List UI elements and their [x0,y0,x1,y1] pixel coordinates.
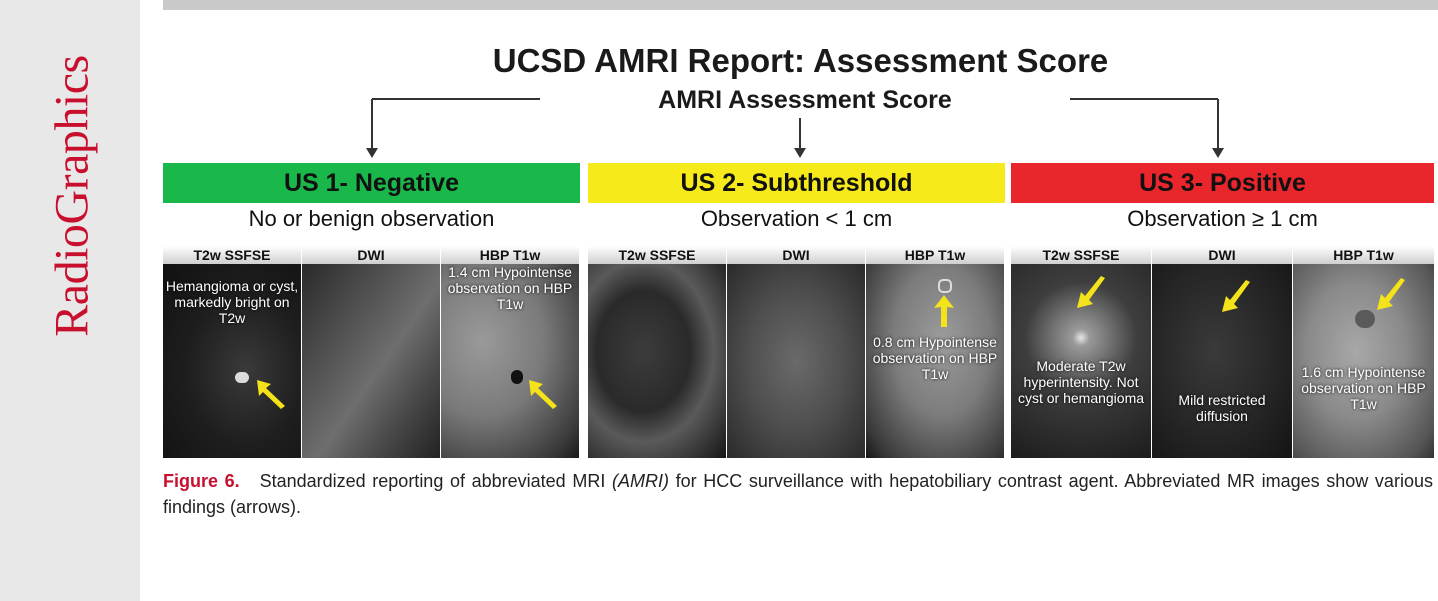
mri-panel: HBP T1w 1.4 cm Hypointense observation o… [441,246,579,458]
finding-arrow-icon [1377,278,1405,310]
category-positive-label: US 3- Positive [1011,163,1434,203]
mri-panel: DWI Mild restricted diffusion [1152,246,1292,458]
mri-panel: HBP T1w 0.8 cm Hypointense observation o… [866,246,1004,458]
figure-title: UCSD AMRI Report: Assessment Score [492,42,1109,79]
caption-text-before: Standardized reporting of abbreviated MR… [259,471,606,491]
panel-caption: 1.6 cm Hypointense observation on HBP T1… [1301,364,1426,412]
category-positive-description: Observation ≥ 1 cm [1127,206,1318,231]
panel-header: DWI [727,246,865,264]
finding-arrow-icon [934,295,954,327]
lesion-marker [511,370,523,384]
mri-image [163,264,301,458]
panel-caption: Hemangioma or cyst, markedly bright on T… [165,278,299,326]
lesion-marker [1355,310,1375,328]
mri-image [588,264,726,458]
mri-image [1293,264,1434,458]
panel-caption: 1.4 cm Hypointense observation on HBP T1… [447,264,573,312]
mri-image [441,264,579,458]
mri-image [1152,264,1292,458]
finding-arrow-icon [1222,280,1250,312]
panel-group-negative: T2w SSFSE Hemangioma or cyst, markedly b… [163,246,580,458]
category-negative-label: US 1- Negative [163,163,580,203]
category-negative-description: No or benign observation [248,206,495,231]
panel-header: HBP T1w [866,246,1004,264]
figure-caption: Figure 6. Standardized reporting of abbr… [163,468,1433,520]
arrow-down-icon [366,148,378,158]
finding-arrow-icon [257,380,285,409]
panel-group-positive: T2w SSFSE Moderate T2w hyperintensity. N… [1011,246,1434,458]
mri-panel: DWI [727,246,865,458]
panel-header: DWI [1152,246,1292,264]
category-subthreshold-label: US 2- Subthreshold [588,163,1005,203]
panel-header: T2w SSFSE [163,246,301,264]
panel-header: DWI [302,246,440,264]
arrow-down-icon [794,148,806,158]
panel-caption: Moderate T2w hyperintensity. Not cyst or… [1017,358,1145,406]
mri-panel: T2w SSFSE Moderate T2w hyperintensity. N… [1011,246,1151,458]
lesion-marker [235,372,249,383]
mri-image [302,264,440,458]
panel-header: HBP T1w [441,246,579,264]
panel-group-subthreshold: T2w SSFSE DWI HBP T1w 0.8 cm Hypointense… [588,246,1005,458]
panel-header: T2w SSFSE [1011,246,1151,264]
category-subthreshold-description: Observation < 1 cm [700,206,893,231]
figure-subtitle: AMRI Assessment Score [540,86,1070,115]
mri-panel: T2w SSFSE Hemangioma or cyst, markedly b… [163,246,301,458]
top-divider [163,0,1438,10]
finding-arrow-icon [529,380,557,409]
caption-abbreviation: (AMRI) [611,471,669,491]
panel-header: HBP T1w [1293,246,1434,264]
finding-arrow-icon [1077,276,1105,308]
lesion-marker [938,279,952,293]
figure-label: Figure 6. [163,471,240,491]
mri-panel: DWI [302,246,440,458]
journal-sidebar [0,0,140,601]
panel-caption: Mild restricted diffusion [1178,392,1266,424]
mri-panel: HBP T1w 1.6 cm Hypointense observation o… [1293,246,1434,458]
arrow-down-icon [1212,148,1224,158]
mri-image [727,264,865,458]
mri-image [866,264,1004,458]
mri-panel: T2w SSFSE [588,246,726,458]
caption-text-after: for HCC surveillance with hepatobiliary … [163,471,1433,517]
panel-header: T2w SSFSE [588,246,726,264]
panel-caption: 0.8 cm Hypointense observation on HBP T1… [872,334,998,382]
